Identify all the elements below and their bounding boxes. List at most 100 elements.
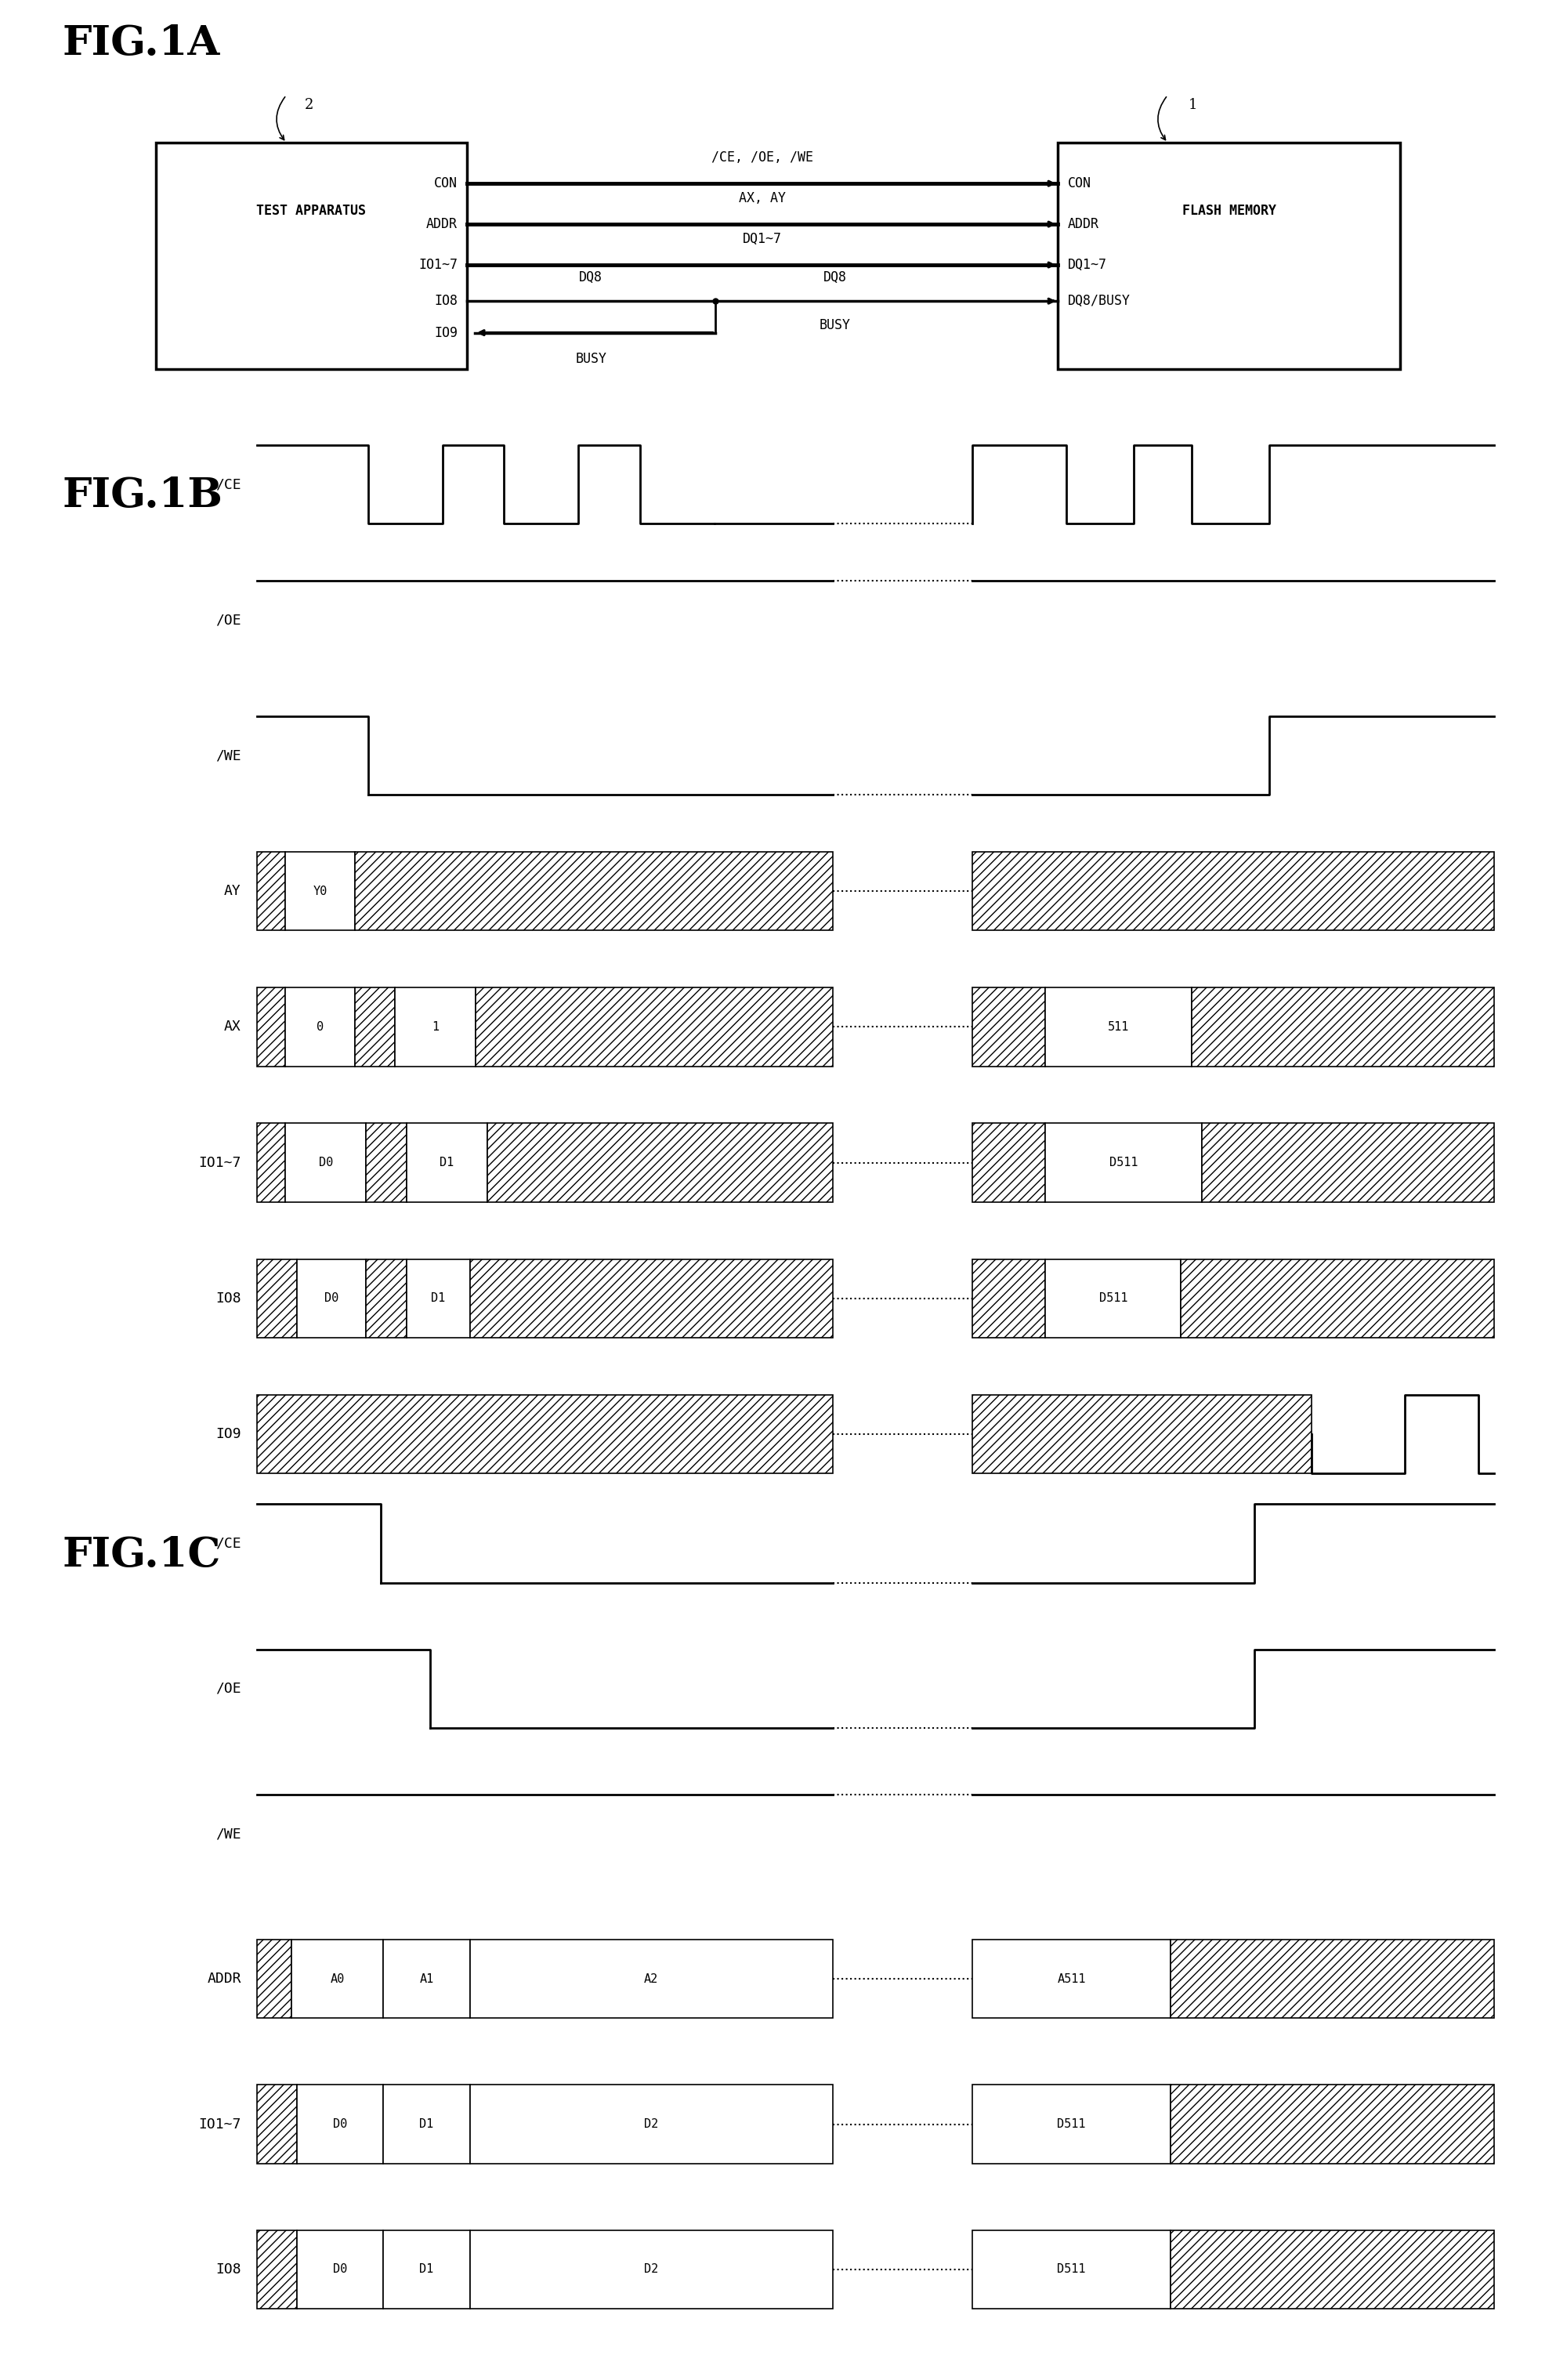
- Bar: [1181, 1259, 1494, 1338]
- Text: A2: A2: [644, 1973, 658, 1985]
- Text: /WE: /WE: [216, 1828, 241, 1840]
- Bar: [1170, 1940, 1494, 2018]
- Text: /CE: /CE: [216, 1537, 241, 1549]
- Text: D511: D511: [1099, 1292, 1128, 1304]
- Text: DQ8: DQ8: [579, 271, 602, 283]
- Text: /OE: /OE: [216, 1683, 241, 1695]
- Text: D0: D0: [333, 2118, 347, 2130]
- Bar: [297, 2085, 383, 2163]
- Bar: [972, 2085, 1170, 2163]
- Text: 0: 0: [316, 1021, 324, 1033]
- Bar: [470, 2230, 832, 2309]
- Text: D1: D1: [420, 2118, 434, 2130]
- Text: D511: D511: [1057, 2118, 1086, 2130]
- Bar: [286, 852, 355, 931]
- Bar: [297, 1259, 366, 1338]
- Bar: [1192, 988, 1494, 1066]
- Bar: [487, 1123, 832, 1202]
- Text: D2: D2: [644, 2118, 658, 2130]
- Text: IO9: IO9: [434, 326, 457, 340]
- Text: FIG.1C: FIG.1C: [62, 1535, 221, 1576]
- Bar: [355, 852, 832, 931]
- Text: 1: 1: [1189, 98, 1197, 112]
- Text: /CE: /CE: [216, 478, 241, 490]
- Text: D1: D1: [431, 1292, 445, 1304]
- Text: FIG.1B: FIG.1B: [62, 476, 223, 516]
- Text: /OE: /OE: [216, 614, 241, 626]
- Text: D1: D1: [420, 2263, 434, 2275]
- Bar: [383, 1940, 470, 2018]
- Bar: [1046, 1123, 1201, 1202]
- Text: DQ1~7: DQ1~7: [1067, 257, 1106, 271]
- Bar: [257, 2085, 297, 2163]
- Text: ADDR: ADDR: [207, 1973, 241, 1985]
- Bar: [476, 988, 832, 1066]
- Bar: [470, 1940, 832, 2018]
- Text: ADDR: ADDR: [1067, 217, 1099, 231]
- Bar: [383, 2230, 470, 2309]
- Text: ADDR: ADDR: [426, 217, 457, 231]
- Bar: [406, 1259, 470, 1338]
- Bar: [972, 1123, 1046, 1202]
- Text: Y0: Y0: [313, 885, 327, 897]
- Bar: [1046, 1259, 1181, 1338]
- Bar: [366, 1259, 406, 1338]
- Text: 511: 511: [1108, 1021, 1130, 1033]
- Text: AY: AY: [224, 885, 241, 897]
- Bar: [1170, 2085, 1494, 2163]
- Text: IO8: IO8: [434, 295, 457, 307]
- Bar: [972, 1259, 1046, 1338]
- Bar: [257, 1259, 297, 1338]
- Text: FIG.1A: FIG.1A: [62, 24, 219, 64]
- Bar: [257, 1395, 832, 1473]
- Text: D0: D0: [333, 2263, 347, 2275]
- Text: A1: A1: [420, 1973, 434, 1985]
- Bar: [972, 988, 1046, 1066]
- Text: IO1~7: IO1~7: [199, 1157, 241, 1169]
- Bar: [1046, 988, 1192, 1066]
- Text: /WE: /WE: [216, 750, 241, 762]
- Bar: [286, 1123, 366, 1202]
- Text: DQ8/BUSY: DQ8/BUSY: [1067, 295, 1130, 307]
- Text: TEST APPARATUS: TEST APPARATUS: [257, 205, 366, 217]
- Text: IO8: IO8: [216, 1292, 241, 1304]
- Text: CON: CON: [1067, 176, 1091, 190]
- Text: CON: CON: [434, 176, 457, 190]
- Bar: [1201, 1123, 1494, 1202]
- Bar: [383, 2085, 470, 2163]
- Bar: [972, 1940, 1170, 2018]
- Text: D511: D511: [1109, 1157, 1137, 1169]
- Bar: [257, 852, 286, 931]
- Text: IO8: IO8: [216, 2263, 241, 2275]
- Text: DQ1~7: DQ1~7: [742, 231, 783, 245]
- Text: 2: 2: [305, 98, 314, 112]
- Text: D2: D2: [644, 2263, 658, 2275]
- Bar: [257, 988, 286, 1066]
- Bar: [366, 1123, 406, 1202]
- Bar: [972, 1395, 1312, 1473]
- Text: D0: D0: [325, 1292, 339, 1304]
- Bar: [286, 988, 355, 1066]
- Bar: [470, 2085, 832, 2163]
- Text: BUSY: BUSY: [820, 319, 851, 331]
- Text: A0: A0: [330, 1973, 344, 1985]
- Bar: [406, 1123, 487, 1202]
- Bar: [257, 1940, 291, 2018]
- Text: 1: 1: [431, 1021, 439, 1033]
- Text: IO9: IO9: [216, 1428, 241, 1440]
- Bar: [355, 988, 395, 1066]
- Bar: [156, 143, 467, 369]
- Bar: [257, 1123, 286, 1202]
- Text: BUSY: BUSY: [576, 352, 607, 367]
- Text: D1: D1: [440, 1157, 454, 1169]
- Bar: [470, 1259, 832, 1338]
- Text: IO1~7: IO1~7: [419, 257, 457, 271]
- Text: A511: A511: [1057, 1973, 1086, 1985]
- Bar: [291, 1940, 383, 2018]
- Text: IO1~7: IO1~7: [199, 2118, 241, 2130]
- Text: DQ8: DQ8: [823, 271, 846, 283]
- Bar: [1058, 143, 1400, 369]
- Bar: [972, 2230, 1170, 2309]
- Text: AX, AY: AX, AY: [739, 190, 786, 205]
- Text: AX: AX: [224, 1021, 241, 1033]
